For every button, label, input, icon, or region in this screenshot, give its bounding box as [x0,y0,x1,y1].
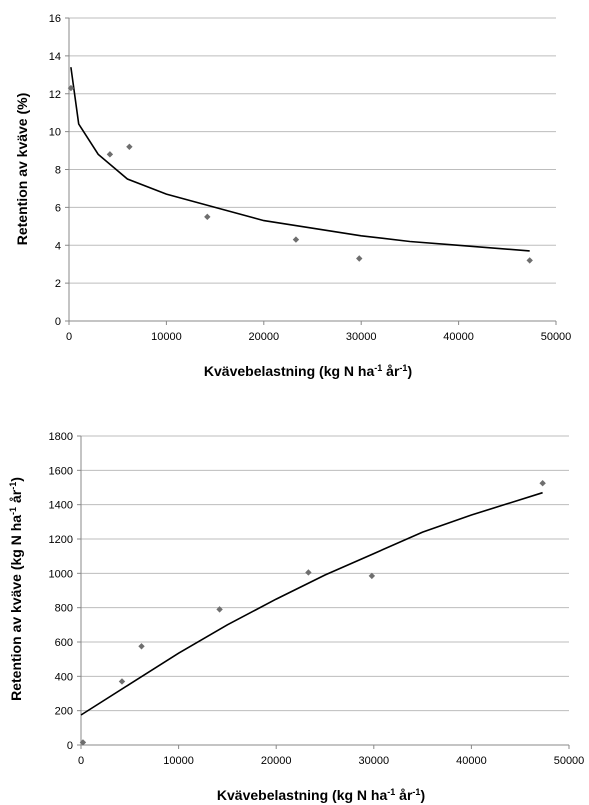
y-tick-label: 1800 [49,431,73,443]
x-tick-label: 10000 [163,755,194,767]
data-point [292,236,300,243]
data-point [118,678,126,685]
y-tick-label: 200 [55,706,73,718]
y-tick-label: 14 [49,51,61,63]
y-tick-label: 0 [55,316,61,328]
data-point [539,480,546,487]
axes [65,17,557,325]
trendline [80,491,543,716]
y-tick-label: 12 [49,89,61,101]
x-tick-label: 20000 [249,331,280,343]
y-tick-label: 1600 [49,465,73,477]
y-tick-label: 4 [55,240,61,252]
chart-retention-absolute: 0 10000 20000 30000 40000 50000 0 200 400 600 800… [8,431,584,803]
y-axis-title: Retention av kväve (%) [14,93,30,246]
data-point [526,257,533,264]
data-point [106,151,114,158]
x-axis-title: Kvävebelastning (kg N ha-1 år-1) [204,363,412,379]
y-gridlines [81,435,569,712]
x-tick-labels: 0 10000 20000 30000 40000 50000 [78,755,584,767]
data-point [126,143,133,150]
x-tick-label: 50000 [554,755,585,767]
data-point [356,255,363,262]
data-point [368,572,376,580]
y-tick-label: 16 [49,13,61,25]
y-tick-label: 8 [55,165,61,177]
x-tick-label: 0 [78,755,84,767]
data-point [67,84,75,92]
y-tick-label: 400 [55,671,73,683]
y-tick-label: 1000 [49,568,73,580]
x-tick-label: 0 [66,331,72,343]
x-tick-label: 40000 [443,331,474,343]
y-tick-label: 2 [55,278,61,290]
y-axis-title: Retention av kväve (kg N ha-1 år-1) [8,477,24,701]
y-tick-label: 10 [49,127,61,139]
y-tick-label: 0 [67,740,73,752]
data-points [79,480,546,746]
data-point [138,643,145,650]
x-tick-label: 30000 [346,331,377,343]
axes [77,435,570,749]
x-tick-label: 20000 [261,755,292,767]
y-tick-label: 1200 [49,534,73,546]
x-tick-label: 10000 [151,331,182,343]
x-tick-label: 30000 [359,755,390,767]
y-tick-labels: 0 2 4 6 8 10 12 14 16 [49,13,61,328]
x-tick-label: 50000 [541,331,572,343]
x-tick-label: 40000 [456,755,487,767]
data-point [305,569,312,576]
x-axis-title: Kvävebelastning (kg N ha-1 år-1) [217,787,425,803]
data-point [216,606,223,613]
y-tick-label: 6 [55,202,61,214]
trendline [70,67,530,252]
chart-retention-percent: 0 10000 20000 30000 40000 50000 0 2 4 6 8 10 12 14 16… [14,13,571,379]
data-points [67,84,533,264]
data-point [204,213,211,221]
y-gridlines [69,17,556,284]
y-tick-labels: 0 200 400 600 800 1000 1200 1400 1600 1800 [49,431,73,752]
x-tick-labels: 0 10000 20000 30000 40000 50000 [66,331,571,343]
y-tick-label: 1400 [49,500,73,512]
y-tick-label: 600 [55,637,73,649]
y-tick-label: 800 [55,603,73,615]
